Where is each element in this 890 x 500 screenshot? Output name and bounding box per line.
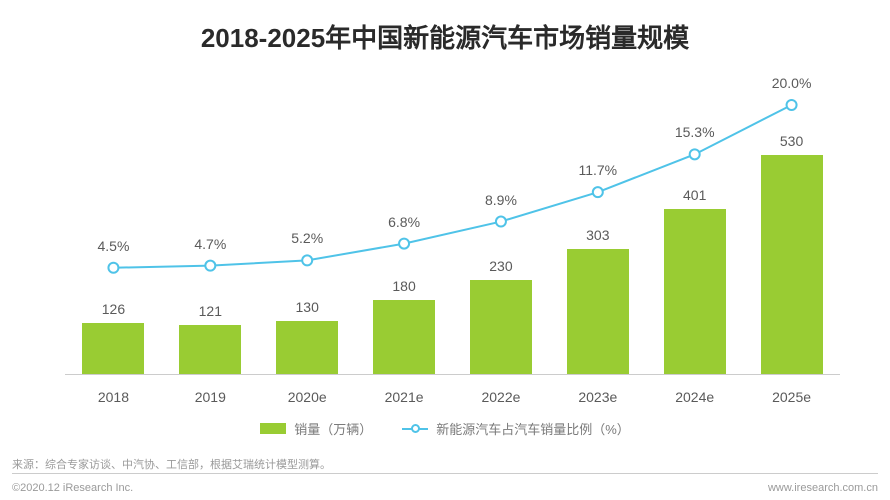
- source-text: 来源：综合专家访谈、中汽协、工信部，根据艾瑞统计模型测算。: [12, 456, 331, 472]
- x-axis-label: 2018: [65, 389, 162, 405]
- legend: 销量（万辆） 新能源汽车占汽车销量比例（%）: [0, 419, 890, 438]
- x-axis-label: 2021e: [356, 389, 453, 405]
- x-axis-label: 2024e: [646, 389, 743, 405]
- line-labels: 4.5% 4.7% 5.2% 6.8% 8.9% 11.7% 15.3% 20.0%: [65, 75, 840, 375]
- x-axis-label: 2019: [162, 389, 259, 405]
- legend-label: 新能源汽车占汽车销量比例（%）: [436, 419, 630, 438]
- line-value-label: 4.7%: [194, 236, 226, 252]
- x-axis-label: 2025e: [743, 389, 840, 405]
- copyright-text: ©2020.12 iResearch Inc.: [12, 482, 133, 494]
- line-value-label: 20.0%: [772, 75, 812, 91]
- x-axis-labels: 201820192020e2021e2022e2023e2024e2025e: [65, 389, 840, 405]
- legend-swatch-line: [402, 423, 428, 434]
- line-value-label: 6.8%: [388, 214, 420, 230]
- x-axis-label: 2020e: [259, 389, 356, 405]
- website-text: www.iresearch.com.cn: [768, 482, 878, 494]
- line-value-label: 11.7%: [578, 162, 617, 178]
- line-value-label: 15.3%: [675, 124, 715, 140]
- line-value-label: 4.5%: [97, 238, 129, 254]
- x-axis-label: 2022e: [453, 389, 550, 405]
- footer: ©2020.12 iResearch Inc. www.iresearch.co…: [12, 473, 878, 494]
- chart-title: 2018-2025年中国新能源汽车市场销量规模: [0, 0, 890, 55]
- legend-label: 销量（万辆）: [294, 419, 372, 438]
- x-axis-label: 2023e: [549, 389, 646, 405]
- legend-swatch-bar: [260, 423, 286, 434]
- line-value-label: 5.2%: [291, 230, 323, 246]
- legend-item: 销量（万辆）: [260, 419, 372, 438]
- line-value-label: 8.9%: [485, 192, 517, 208]
- legend-marker-icon: [411, 424, 420, 433]
- chart-area: 126121130180230303401530 201820192020e20…: [65, 75, 840, 405]
- legend-item: 新能源汽车占汽车销量比例（%）: [402, 419, 630, 438]
